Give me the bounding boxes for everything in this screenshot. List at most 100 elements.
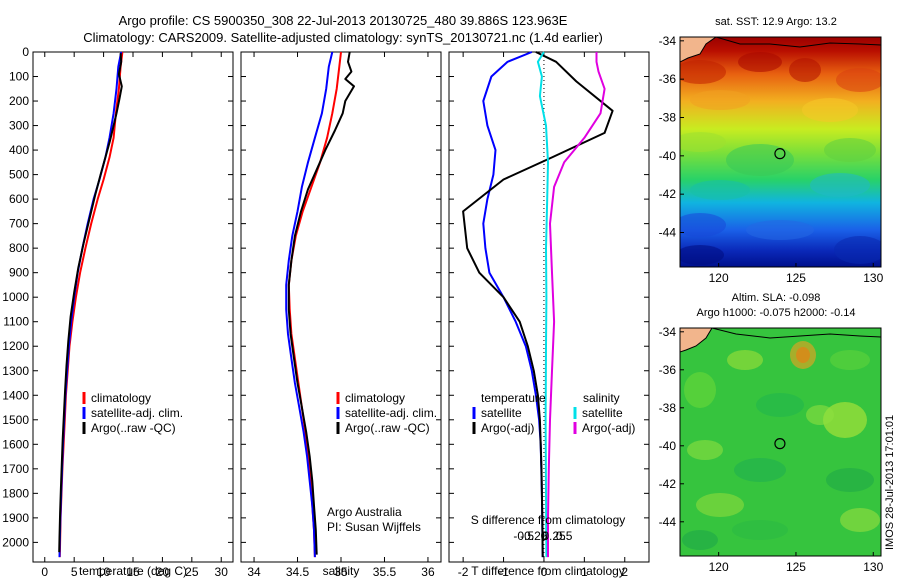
series-line-satellite-adj-clim- <box>58 51 123 558</box>
figure-title-line1: Argo profile: CS 5900350_308 22-Jul-2013… <box>119 13 568 28</box>
sla-patch <box>684 372 716 408</box>
legend-label-satellite: satellite-adj. clim. <box>345 406 437 420</box>
lat-tick-label: -36 <box>659 72 677 86</box>
x-tick-label: 20 <box>156 565 170 579</box>
sla-patch <box>756 393 804 417</box>
sla-field <box>680 328 881 556</box>
sla-map-frame <box>679 327 882 557</box>
depth-tick-label: 700 <box>9 217 29 231</box>
legend-heading-salinity: salinity <box>583 391 620 405</box>
x-tick-label: 0 <box>41 565 48 579</box>
sla-coast-contour <box>711 328 881 339</box>
sst-patch <box>690 180 750 200</box>
salinity-diff-tick-label: 0.25 <box>542 529 566 543</box>
sst-patch <box>810 173 870 197</box>
lat-tick-label: -34 <box>659 325 677 339</box>
sst-coast-contour <box>715 37 881 48</box>
lon-tick-label: 125 <box>786 560 806 574</box>
argo-location-marker <box>774 148 786 160</box>
series-line-climatology <box>287 51 342 558</box>
sla-patches <box>682 341 880 550</box>
lon-tick-label: 120 <box>709 560 729 574</box>
sla-patch <box>826 468 874 492</box>
difference-axes-box <box>448 51 650 563</box>
salinity-legend: climatology satellite-adj. clim. Argo(..… <box>336 391 437 435</box>
timestamp: IMOS 28-Jul-2013 17:01:01 <box>884 415 896 550</box>
legend-label-satellite: satellite-adj. clim. <box>91 406 183 420</box>
lon-tick-label: 130 <box>863 560 883 574</box>
series-line-temperature-argo-adj- <box>462 51 614 558</box>
legend-heading-temperature: temperature <box>481 391 546 405</box>
depth-tick-label: 500 <box>9 168 29 182</box>
series-line-salinity-satellite <box>536 51 549 558</box>
figure-title-line2: Climatology: CARS2009. Satellite-adjuste… <box>83 30 603 45</box>
salinity-diff-tick-label: 0.5 <box>556 529 573 543</box>
salinity-y-ticks <box>241 51 441 543</box>
sla-map-title-line1: Altim. SLA: -0.098 <box>732 292 821 304</box>
salinity-diff-tick-label: -0.5 <box>513 529 534 543</box>
sla-patch <box>806 405 834 425</box>
sst-patch <box>680 213 726 237</box>
salinity-x-axis: 34 34.5 35 35.5 36 <box>247 52 435 579</box>
sla-patch <box>840 508 880 532</box>
lat-tick-label: -40 <box>659 149 677 163</box>
x-tick-label: 30 <box>215 565 229 579</box>
legend-label-argo: Argo(..raw -QC) <box>91 421 176 435</box>
depth-tick-label: 1700 <box>2 462 29 476</box>
depth-tick-label: 900 <box>9 266 29 280</box>
sst-patch <box>690 90 750 110</box>
x-tick-label: 35.5 <box>373 565 397 579</box>
lat-tick-label: -40 <box>659 439 677 453</box>
sla-patch <box>732 520 788 540</box>
sla-map-ticks: -34 -36 -38 -40 -42 -44 120 125 130 <box>659 325 884 574</box>
difference-panel: -2 -1 0 1 2 S difference from climatology -0… <box>448 51 650 579</box>
sst-patch <box>789 58 821 82</box>
difference-legend: temperature salinity satellite Argo(-adj… <box>472 391 635 435</box>
series-line-satellite-adj-clim- <box>285 51 334 558</box>
lat-tick-label: -44 <box>659 515 677 529</box>
difference-x-axis: -2 -1 0 1 2 <box>458 52 628 579</box>
x-tick-label: 0 <box>541 565 548 579</box>
lat-tick-label: -38 <box>659 401 677 415</box>
sst-patch <box>802 98 858 122</box>
temperature-legend: climatology satellite-adj. clim. Argo(..… <box>82 391 183 435</box>
temperature-lines <box>58 51 124 558</box>
lat-tick-label: -36 <box>659 363 677 377</box>
depth-tick-label: 600 <box>9 192 29 206</box>
series-line-argo-raw-qc- <box>287 51 355 555</box>
temperature-x-axis: 0 5 10 15 20 25 30 <box>41 52 228 579</box>
sst-patch <box>834 236 881 264</box>
legend-label-argo: Argo(..raw -QC) <box>345 421 430 435</box>
salinity-xlabel: salinity <box>323 564 360 578</box>
salinity-panel: 34 34.5 35 35.5 36 salinity climatology sate… <box>240 51 442 579</box>
sla-map-title-line2: Argo h1000: -0.075 h2000: -0.14 <box>696 307 855 319</box>
lat-tick-label: -42 <box>659 187 677 201</box>
salinity-axes-box <box>240 51 442 563</box>
temperature-xlabel: temperature (deg C) <box>79 564 187 578</box>
sst-patch <box>824 138 876 162</box>
depth-tick-label: 400 <box>9 143 29 157</box>
sla-patch <box>734 458 786 482</box>
depth-tick-label: 1400 <box>2 388 29 402</box>
lon-tick-label: 125 <box>786 271 806 285</box>
salinity-diff-tick-label: 0 <box>541 529 548 543</box>
legend-label-temp-satellite: satellite <box>481 406 522 420</box>
x-tick-label: 15 <box>126 565 140 579</box>
sst-patch <box>746 220 814 240</box>
lat-tick-label: -34 <box>659 34 677 48</box>
x-tick-label: 34 <box>247 565 261 579</box>
x-tick-label: -1 <box>498 565 509 579</box>
lon-tick-label: 130 <box>863 271 883 285</box>
sst-patch <box>680 60 726 84</box>
lat-tick-label: -44 <box>659 226 677 240</box>
x-tick-label: 36 <box>421 565 435 579</box>
sla-patch <box>687 440 723 460</box>
difference-top-xlabel: S difference from climatology <box>471 513 626 527</box>
lat-tick-label: -38 <box>659 111 677 125</box>
depth-tick-label: 300 <box>9 119 29 133</box>
sst-patch <box>680 132 726 152</box>
argo-location-marker <box>774 438 786 450</box>
x-tick-label: 35 <box>334 565 348 579</box>
legend-label-sal-argo: Argo(-adj) <box>582 421 635 435</box>
